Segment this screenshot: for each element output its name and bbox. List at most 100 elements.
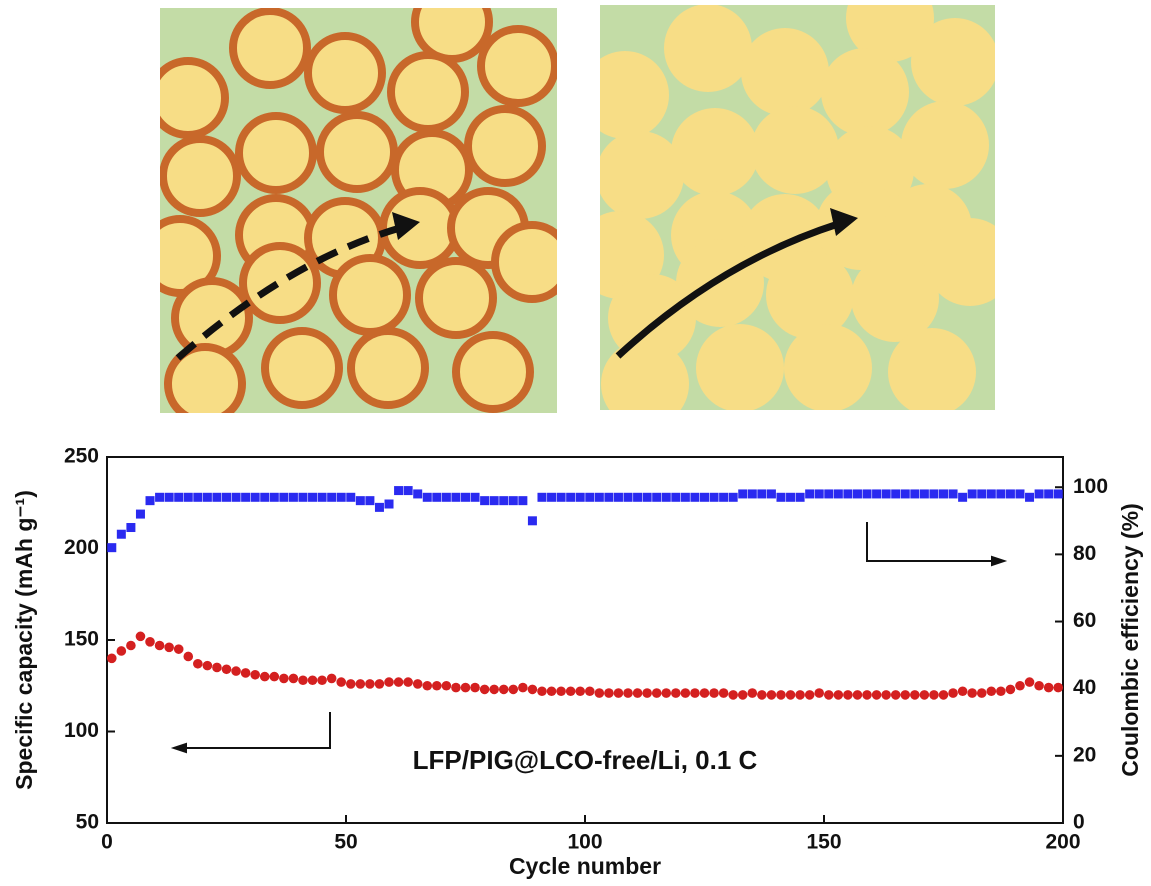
data-point <box>938 690 949 700</box>
data-point <box>786 492 796 502</box>
data-point <box>269 671 280 682</box>
data-point <box>824 489 834 499</box>
data-point <box>126 523 136 533</box>
data-point <box>202 492 212 502</box>
data-point <box>260 492 270 502</box>
data-point <box>776 492 786 502</box>
data-point <box>623 492 633 502</box>
data-point <box>996 686 1006 697</box>
data-point <box>584 686 595 697</box>
data-point <box>929 489 939 499</box>
data-point <box>355 679 366 689</box>
data-point <box>680 688 691 698</box>
data-point <box>308 492 318 502</box>
data-point <box>1024 677 1035 687</box>
y-tick-label: 250 <box>64 445 99 468</box>
data-point <box>499 496 509 506</box>
data-point <box>871 690 882 700</box>
data-point <box>680 492 690 502</box>
data-point <box>527 684 538 695</box>
data-point <box>231 492 241 502</box>
data-point <box>107 543 117 553</box>
data-point <box>193 492 203 502</box>
data-point <box>412 679 423 689</box>
data-point <box>642 688 652 698</box>
data-point <box>470 682 480 693</box>
data-point <box>288 492 298 502</box>
data-point <box>623 688 633 698</box>
data-point <box>298 675 308 686</box>
data-point <box>919 690 930 700</box>
data-point <box>757 690 767 700</box>
data-point <box>604 688 614 698</box>
data-point <box>164 642 174 653</box>
data-point <box>891 489 901 499</box>
data-point <box>279 673 289 684</box>
data-point <box>145 637 155 647</box>
y-tick-label: 200 <box>64 536 99 559</box>
data-point <box>766 489 776 499</box>
data-point <box>958 492 968 502</box>
data-point <box>757 489 767 499</box>
data-point <box>728 690 738 700</box>
data-point <box>976 688 987 698</box>
data-point <box>585 492 595 502</box>
data-point <box>394 486 404 496</box>
data-point <box>489 496 499 506</box>
data-point <box>155 492 165 502</box>
data-point <box>470 492 480 502</box>
data-point <box>1053 682 1064 693</box>
data-point <box>240 668 251 678</box>
data-point <box>221 664 232 675</box>
data-point <box>690 492 700 502</box>
data-point <box>661 688 672 698</box>
data-point <box>193 658 203 669</box>
data-point <box>671 492 681 502</box>
data-point <box>661 492 671 502</box>
data-point <box>1015 680 1025 691</box>
data-point <box>336 492 346 502</box>
data-point <box>508 684 519 695</box>
data-point <box>747 489 757 499</box>
data-point <box>374 679 385 689</box>
data-point <box>547 492 557 502</box>
data-point <box>441 492 451 502</box>
data-point <box>690 688 700 698</box>
data-point <box>527 516 537 526</box>
data-point <box>365 496 375 506</box>
data-point <box>537 492 547 502</box>
data-point <box>852 690 863 700</box>
data-point <box>1034 680 1044 691</box>
data-point <box>317 675 327 686</box>
data-point <box>173 644 184 654</box>
data-point <box>355 496 365 506</box>
data-point <box>460 682 471 693</box>
data-point <box>632 688 643 698</box>
data-point <box>604 492 614 502</box>
data-point <box>546 686 557 697</box>
data-point <box>910 690 920 700</box>
data-point <box>700 492 709 502</box>
data-point <box>346 492 356 502</box>
x-tick-label: 0 <box>101 831 113 854</box>
data-point <box>1005 489 1015 499</box>
data-point <box>1005 684 1016 695</box>
data-point <box>451 492 461 502</box>
data-point <box>298 492 308 502</box>
data-point <box>833 690 844 700</box>
data-point <box>699 688 710 698</box>
data-point <box>183 651 194 662</box>
data-point <box>957 686 968 697</box>
data-point <box>537 686 547 697</box>
data-point <box>633 492 643 502</box>
data-point <box>814 489 824 499</box>
data-point <box>651 688 662 698</box>
data-point <box>747 688 758 698</box>
data-point <box>164 492 174 502</box>
y2-tick-label: 100 <box>1073 475 1108 498</box>
y-tick-label: 150 <box>64 628 99 651</box>
data-point <box>642 492 652 502</box>
data-point <box>326 673 337 684</box>
data-point <box>881 489 891 499</box>
data-point <box>413 489 423 499</box>
